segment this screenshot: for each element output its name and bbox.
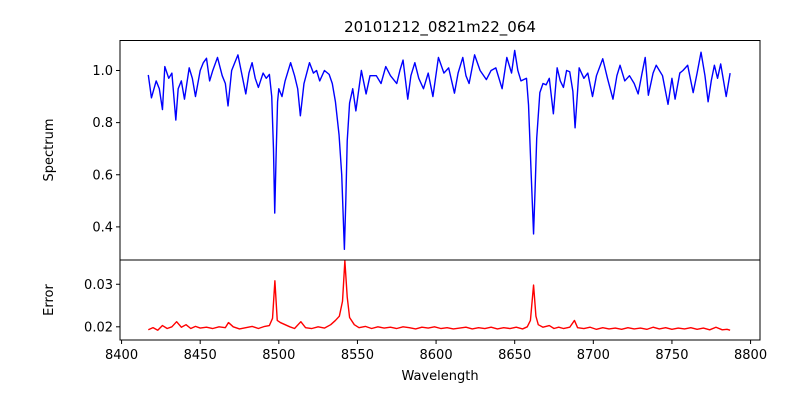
x-tick-label: 8700 <box>577 348 610 363</box>
error-axes-frame <box>119 259 761 341</box>
spectrum-y-tick-label: 0.8 <box>92 116 113 131</box>
x-tick-label: 8750 <box>655 348 688 363</box>
x-tick-label: 8600 <box>420 348 453 363</box>
x-tick-label: 8450 <box>184 348 217 363</box>
error-y-tick-label: 0.02 <box>84 320 113 335</box>
x-tick-label: 8650 <box>498 348 531 363</box>
error-y-axis-label: Error <box>42 284 57 316</box>
spectrum-y-axis-label: Spectrum <box>42 119 57 182</box>
error-y-tick-label: 0.03 <box>84 278 113 293</box>
x-tick-label: 8800 <box>734 348 767 363</box>
spectrum-y-tick-label: 0.6 <box>92 168 113 183</box>
x-axis-label: Wavelength <box>401 369 478 384</box>
spectrum-y-tick-label: 0.4 <box>92 220 113 235</box>
x-tick-label: 8400 <box>105 348 138 363</box>
chart-title: 20101212_0821m22_064 <box>344 18 536 37</box>
x-tick-label: 8550 <box>341 348 374 363</box>
error-panel: 0.02 0.03 8400 8450 8500 8550 8600 8650 8700 8750… <box>84 259 767 363</box>
error-line <box>148 260 731 331</box>
x-tick-label: 8500 <box>262 348 295 363</box>
spectrum-line <box>147 49 731 251</box>
spectrum-y-tick-label: 1.0 <box>92 64 113 79</box>
